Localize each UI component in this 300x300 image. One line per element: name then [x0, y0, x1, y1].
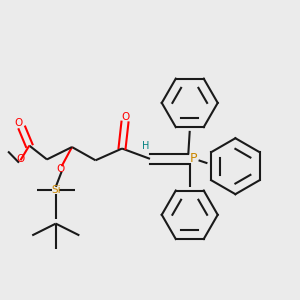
Text: Si: Si	[51, 185, 61, 195]
Text: O: O	[15, 118, 23, 128]
Text: O: O	[16, 154, 25, 164]
Text: O: O	[57, 164, 65, 174]
Text: P: P	[190, 152, 197, 165]
Text: H: H	[142, 141, 149, 151]
Text: O: O	[122, 112, 130, 122]
